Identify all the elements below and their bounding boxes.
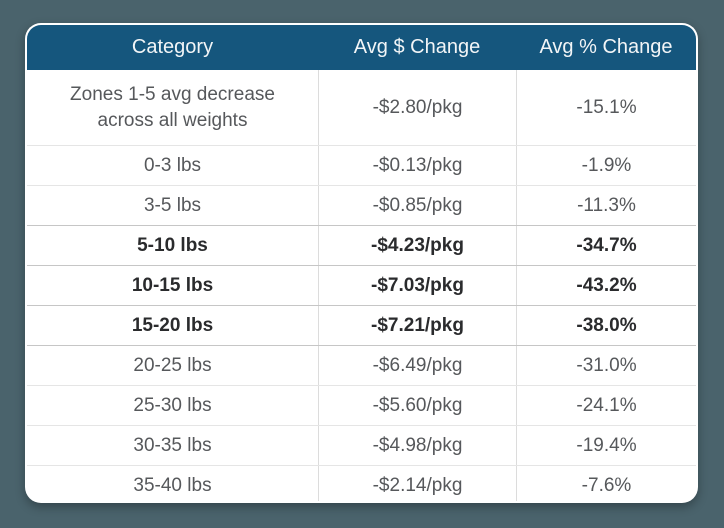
- cell-avg-percent-change: -7.6%: [516, 466, 696, 501]
- cell-category: 3-5 lbs: [143, 194, 202, 216]
- cell-category: 30-35 lbs: [133, 434, 212, 456]
- cell-category: Zones 1-5 avg decrease across all weight…: [27, 70, 318, 145]
- cell-category-text: Zones 1-5 avg decrease across all weight…: [70, 84, 275, 131]
- column-header-avg-dollar-change: Avg $ Change: [353, 36, 481, 58]
- table-row: 25-30 lbs -$5.60/pkg -24.1%: [27, 385, 696, 425]
- table-row-emphasized: 10-15 lbs -$7.03/pkg -43.2%: [27, 265, 696, 305]
- table-row: 20-25 lbs -$6.49/pkg -31.0%: [27, 345, 696, 385]
- cell-avg-dollar-change: -$2.80/pkg: [318, 70, 516, 145]
- cell-avg-percent-change: -31.0%: [516, 346, 696, 385]
- cell-avg-percent-change: -38.0%: [516, 306, 696, 345]
- cell-avg-percent-change: -1.9%: [516, 146, 696, 185]
- pricing-change-table-card: Category Avg $ Change Avg % Change Zones…: [25, 23, 698, 503]
- cell-category: 15-20 lbs: [131, 314, 214, 336]
- cell-avg-dollar-change: -$2.14/pkg: [318, 466, 516, 501]
- cell-avg-percent-change: -24.1%: [516, 386, 696, 425]
- cell-avg-dollar-change: -$4.23/pkg: [318, 226, 516, 265]
- table-row: 30-35 lbs -$4.98/pkg -19.4%: [27, 425, 696, 465]
- cell-category: 0-3 lbs: [143, 154, 202, 176]
- table-header-row: Category Avg $ Change Avg % Change: [27, 25, 696, 70]
- table-row-emphasized: 5-10 lbs -$4.23/pkg -34.7%: [27, 225, 696, 265]
- cell-avg-percent-change: -19.4%: [516, 426, 696, 465]
- cell-avg-dollar-change: -$7.03/pkg: [318, 266, 516, 305]
- cell-category: 35-40 lbs: [133, 474, 212, 496]
- table-row: 35-40 lbs -$2.14/pkg -7.6%: [27, 465, 696, 501]
- table-body: Zones 1-5 avg decrease across all weight…: [27, 70, 696, 501]
- table-row: 3-5 lbs -$0.85/pkg -11.3%: [27, 185, 696, 225]
- cell-category: 25-30 lbs: [133, 394, 212, 416]
- cell-avg-percent-change: -15.1%: [516, 70, 696, 145]
- cell-avg-percent-change: -34.7%: [516, 226, 696, 265]
- cell-avg-percent-change: -11.3%: [516, 186, 696, 225]
- cell-avg-dollar-change: -$6.49/pkg: [318, 346, 516, 385]
- cell-category: 10-15 lbs: [131, 274, 214, 296]
- column-header-avg-percent-change: Avg % Change: [539, 36, 673, 58]
- table-row: Zones 1-5 avg decrease across all weight…: [27, 70, 696, 145]
- cell-avg-dollar-change: -$5.60/pkg: [318, 386, 516, 425]
- cell-category: 5-10 lbs: [137, 234, 208, 256]
- table-row-emphasized: 15-20 lbs -$7.21/pkg -38.0%: [27, 305, 696, 345]
- cell-avg-dollar-change: -$0.13/pkg: [318, 146, 516, 185]
- cell-avg-dollar-change: -$7.21/pkg: [318, 306, 516, 345]
- cell-category: 20-25 lbs: [133, 354, 212, 376]
- column-header-category: Category: [131, 36, 214, 58]
- cell-avg-percent-change: -43.2%: [516, 266, 696, 305]
- table-row: 0-3 lbs -$0.13/pkg -1.9%: [27, 145, 696, 185]
- cell-avg-dollar-change: -$4.98/pkg: [318, 426, 516, 465]
- cell-avg-dollar-change: -$0.85/pkg: [318, 186, 516, 225]
